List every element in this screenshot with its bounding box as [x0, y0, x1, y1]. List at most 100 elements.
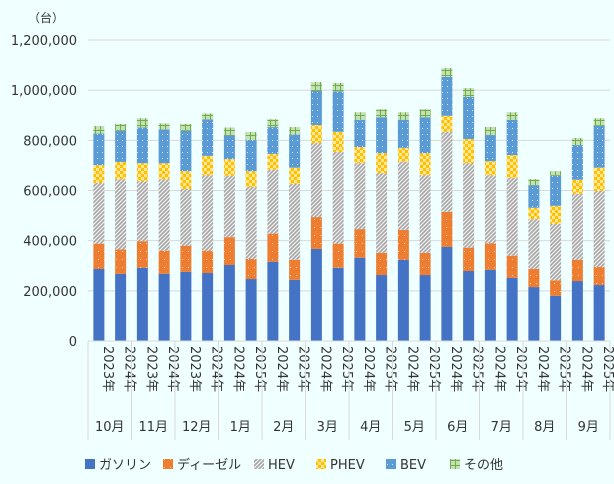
bar-segment-ディーゼル [354, 229, 366, 258]
bar-segment-HEV [289, 183, 301, 260]
bar-segment-ディーゼル [550, 280, 562, 296]
bar-segment-PHEV [267, 153, 279, 170]
bar-segment-BEV [310, 90, 322, 126]
bar-segment-PHEV [571, 179, 583, 194]
bar-segment-BEV [267, 127, 279, 154]
bar-segment-HEV [354, 163, 366, 230]
bar-segment-PHEV [93, 165, 105, 183]
legend-swatch [254, 459, 264, 469]
x-tick-year: 2024年 [165, 346, 180, 392]
bar-segment-ディーゼル [484, 243, 496, 270]
bar-segment-ガソリン [180, 271, 192, 341]
y-tick-label: 800,000 [23, 134, 77, 149]
bar-segment-ディーゼル [310, 217, 322, 249]
bar-segment-BEV [245, 140, 257, 172]
bar-segment-ディーゼル [267, 233, 279, 262]
bar-segment-PHEV [506, 155, 518, 178]
bar-segment-ディーゼル [528, 269, 540, 288]
bar-segment-その他 [506, 112, 518, 120]
bar-segment-PHEV [354, 147, 366, 164]
bar-segment-PHEV [332, 131, 344, 152]
x-tick-year: 2024年 [361, 346, 376, 392]
bar-segment-HEV [528, 219, 540, 270]
bar-segment-ガソリン [289, 279, 301, 341]
bar-segment-HEV [310, 143, 322, 218]
bar-segment-BEV [441, 76, 453, 116]
x-tick-year: 2024年 [317, 346, 332, 392]
y-tick-label: 200,000 [23, 285, 77, 300]
bar-segment-ガソリン [354, 257, 366, 341]
bar-segment-PHEV [397, 147, 409, 162]
x-tick-month: 5月 [404, 420, 425, 435]
bar-segment-その他 [571, 138, 583, 146]
bar-segment-ガソリン [550, 295, 562, 341]
x-tick-year: 2025年 [426, 346, 441, 392]
bar-segment-BEV [158, 129, 170, 164]
bar-segment-ガソリン [571, 281, 583, 341]
bar-segment-HEV [463, 163, 475, 248]
bar-segment-ガソリン [136, 267, 148, 341]
bar-segment-PHEV [463, 139, 475, 164]
x-tick-month: 10月 [95, 420, 125, 435]
x-tick-month: 4月 [360, 420, 381, 435]
legend-swatch [163, 459, 173, 469]
bar-segment-HEV [441, 131, 453, 212]
x-tick-year: 2025年 [513, 346, 528, 392]
bar-segment-BEV [397, 119, 409, 148]
x-tick-year: 2024年 [274, 346, 289, 392]
bar-segment-ディーゼル [463, 247, 475, 272]
bar-segment-ガソリン [332, 267, 344, 341]
bar-segment-その他 [158, 123, 170, 130]
x-tick-month: 3月 [317, 420, 338, 435]
bar-segment-HEV [593, 191, 605, 268]
bar-segment-その他 [484, 127, 496, 136]
bar-segment-その他 [93, 126, 105, 134]
y-tick-label: 0 [69, 335, 77, 350]
bar-segment-HEV [267, 169, 279, 234]
bar-segment-ディーゼル [158, 250, 170, 274]
bar-segment-その他 [223, 127, 235, 136]
bar-segment-その他 [136, 118, 148, 128]
bar-segment-ガソリン [158, 273, 170, 341]
bar-segment-PHEV [376, 153, 388, 174]
bar-segment-ディーゼル [245, 258, 257, 280]
legend-item: PHEV [316, 458, 365, 473]
bar-segment-ディーゼル [419, 252, 431, 276]
legend-item: ディーゼル [163, 457, 241, 473]
y-tick-label: 1,000,000 [11, 84, 77, 99]
bar-segment-その他 [289, 127, 301, 135]
bar-segment-BEV [484, 135, 496, 162]
bar-segment-その他 [245, 132, 257, 141]
bar-segment-ディーゼル [376, 252, 388, 276]
bar-segment-PHEV [593, 167, 605, 192]
bar-segment-ディーゼル [289, 259, 301, 280]
x-tick-year: 2023年 [100, 346, 115, 392]
bar-segment-ガソリン [397, 259, 409, 341]
bar-segment-ガソリン [223, 264, 235, 341]
legend-swatch [316, 459, 326, 469]
legend-item: その他 [450, 458, 503, 473]
bar-segment-PHEV [245, 171, 257, 187]
bar-segment-その他 [419, 109, 431, 118]
legend-swatch [450, 459, 460, 469]
bar-segment-ディーゼル [397, 229, 409, 260]
bar-segment-HEV [223, 175, 235, 238]
bar-segment-ガソリン [441, 246, 453, 341]
bar-segment-BEV [593, 125, 605, 168]
x-tick-month: 11月 [138, 420, 168, 435]
bar-segment-ディーゼル [593, 267, 605, 286]
bar-segment-ディーゼル [223, 237, 235, 265]
bar-segment-ガソリン [376, 275, 388, 341]
bar-segment-PHEV [136, 163, 148, 182]
x-tick-year: 2023年 [143, 346, 158, 392]
bar-segment-BEV [376, 117, 388, 154]
bar-segment-HEV [397, 161, 409, 230]
bar-segment-その他 [397, 112, 409, 120]
legend-item: ガソリン [85, 458, 151, 473]
x-tick-month: 1月 [230, 420, 251, 435]
bar-segment-BEV [223, 135, 235, 160]
bar-segment-PHEV [180, 171, 192, 189]
x-tick-year: 2025年 [252, 346, 267, 392]
bar-segment-HEV [550, 223, 562, 281]
